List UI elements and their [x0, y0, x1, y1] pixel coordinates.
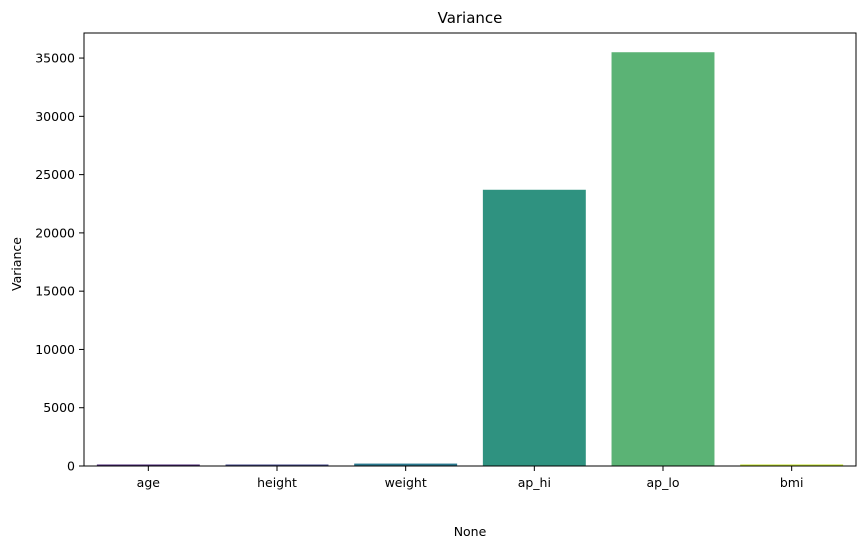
y-tick-label: 20000 [35, 225, 75, 240]
x-tick-label: height [257, 475, 297, 490]
bars-group [96, 52, 844, 466]
bar-ap-lo [611, 52, 715, 466]
x-axis-ticks: age height weight ap_hi ap_lo bmi [137, 466, 804, 490]
y-tick-label: 10000 [35, 342, 75, 357]
y-tick-label: 30000 [35, 109, 75, 124]
bar-weight [354, 463, 458, 466]
chart-title: Variance [438, 9, 503, 27]
bar-bmi [740, 464, 844, 466]
x-tick-label: age [137, 475, 161, 490]
bar-height [225, 464, 329, 466]
bar-ap-hi [482, 189, 586, 466]
plot-frame [83, 32, 857, 467]
x-tick-label: weight [385, 475, 427, 490]
y-tick-label: 5000 [43, 400, 75, 415]
x-tick-label: ap_hi [518, 475, 551, 490]
y-axis-ticks: 0 5000 10000 15000 20000 25000 30000 35000 [35, 51, 84, 474]
y-tick-label: 0 [67, 459, 75, 474]
y-axis-label: Variance [9, 237, 24, 291]
x-tick-label: ap_lo [647, 475, 680, 490]
x-axis-label: None [454, 524, 487, 539]
x-tick-label: bmi [780, 475, 804, 490]
y-tick-label: 15000 [35, 284, 75, 299]
y-tick-label: 35000 [35, 51, 75, 66]
bar-age [96, 464, 200, 466]
y-tick-label: 25000 [35, 167, 75, 182]
